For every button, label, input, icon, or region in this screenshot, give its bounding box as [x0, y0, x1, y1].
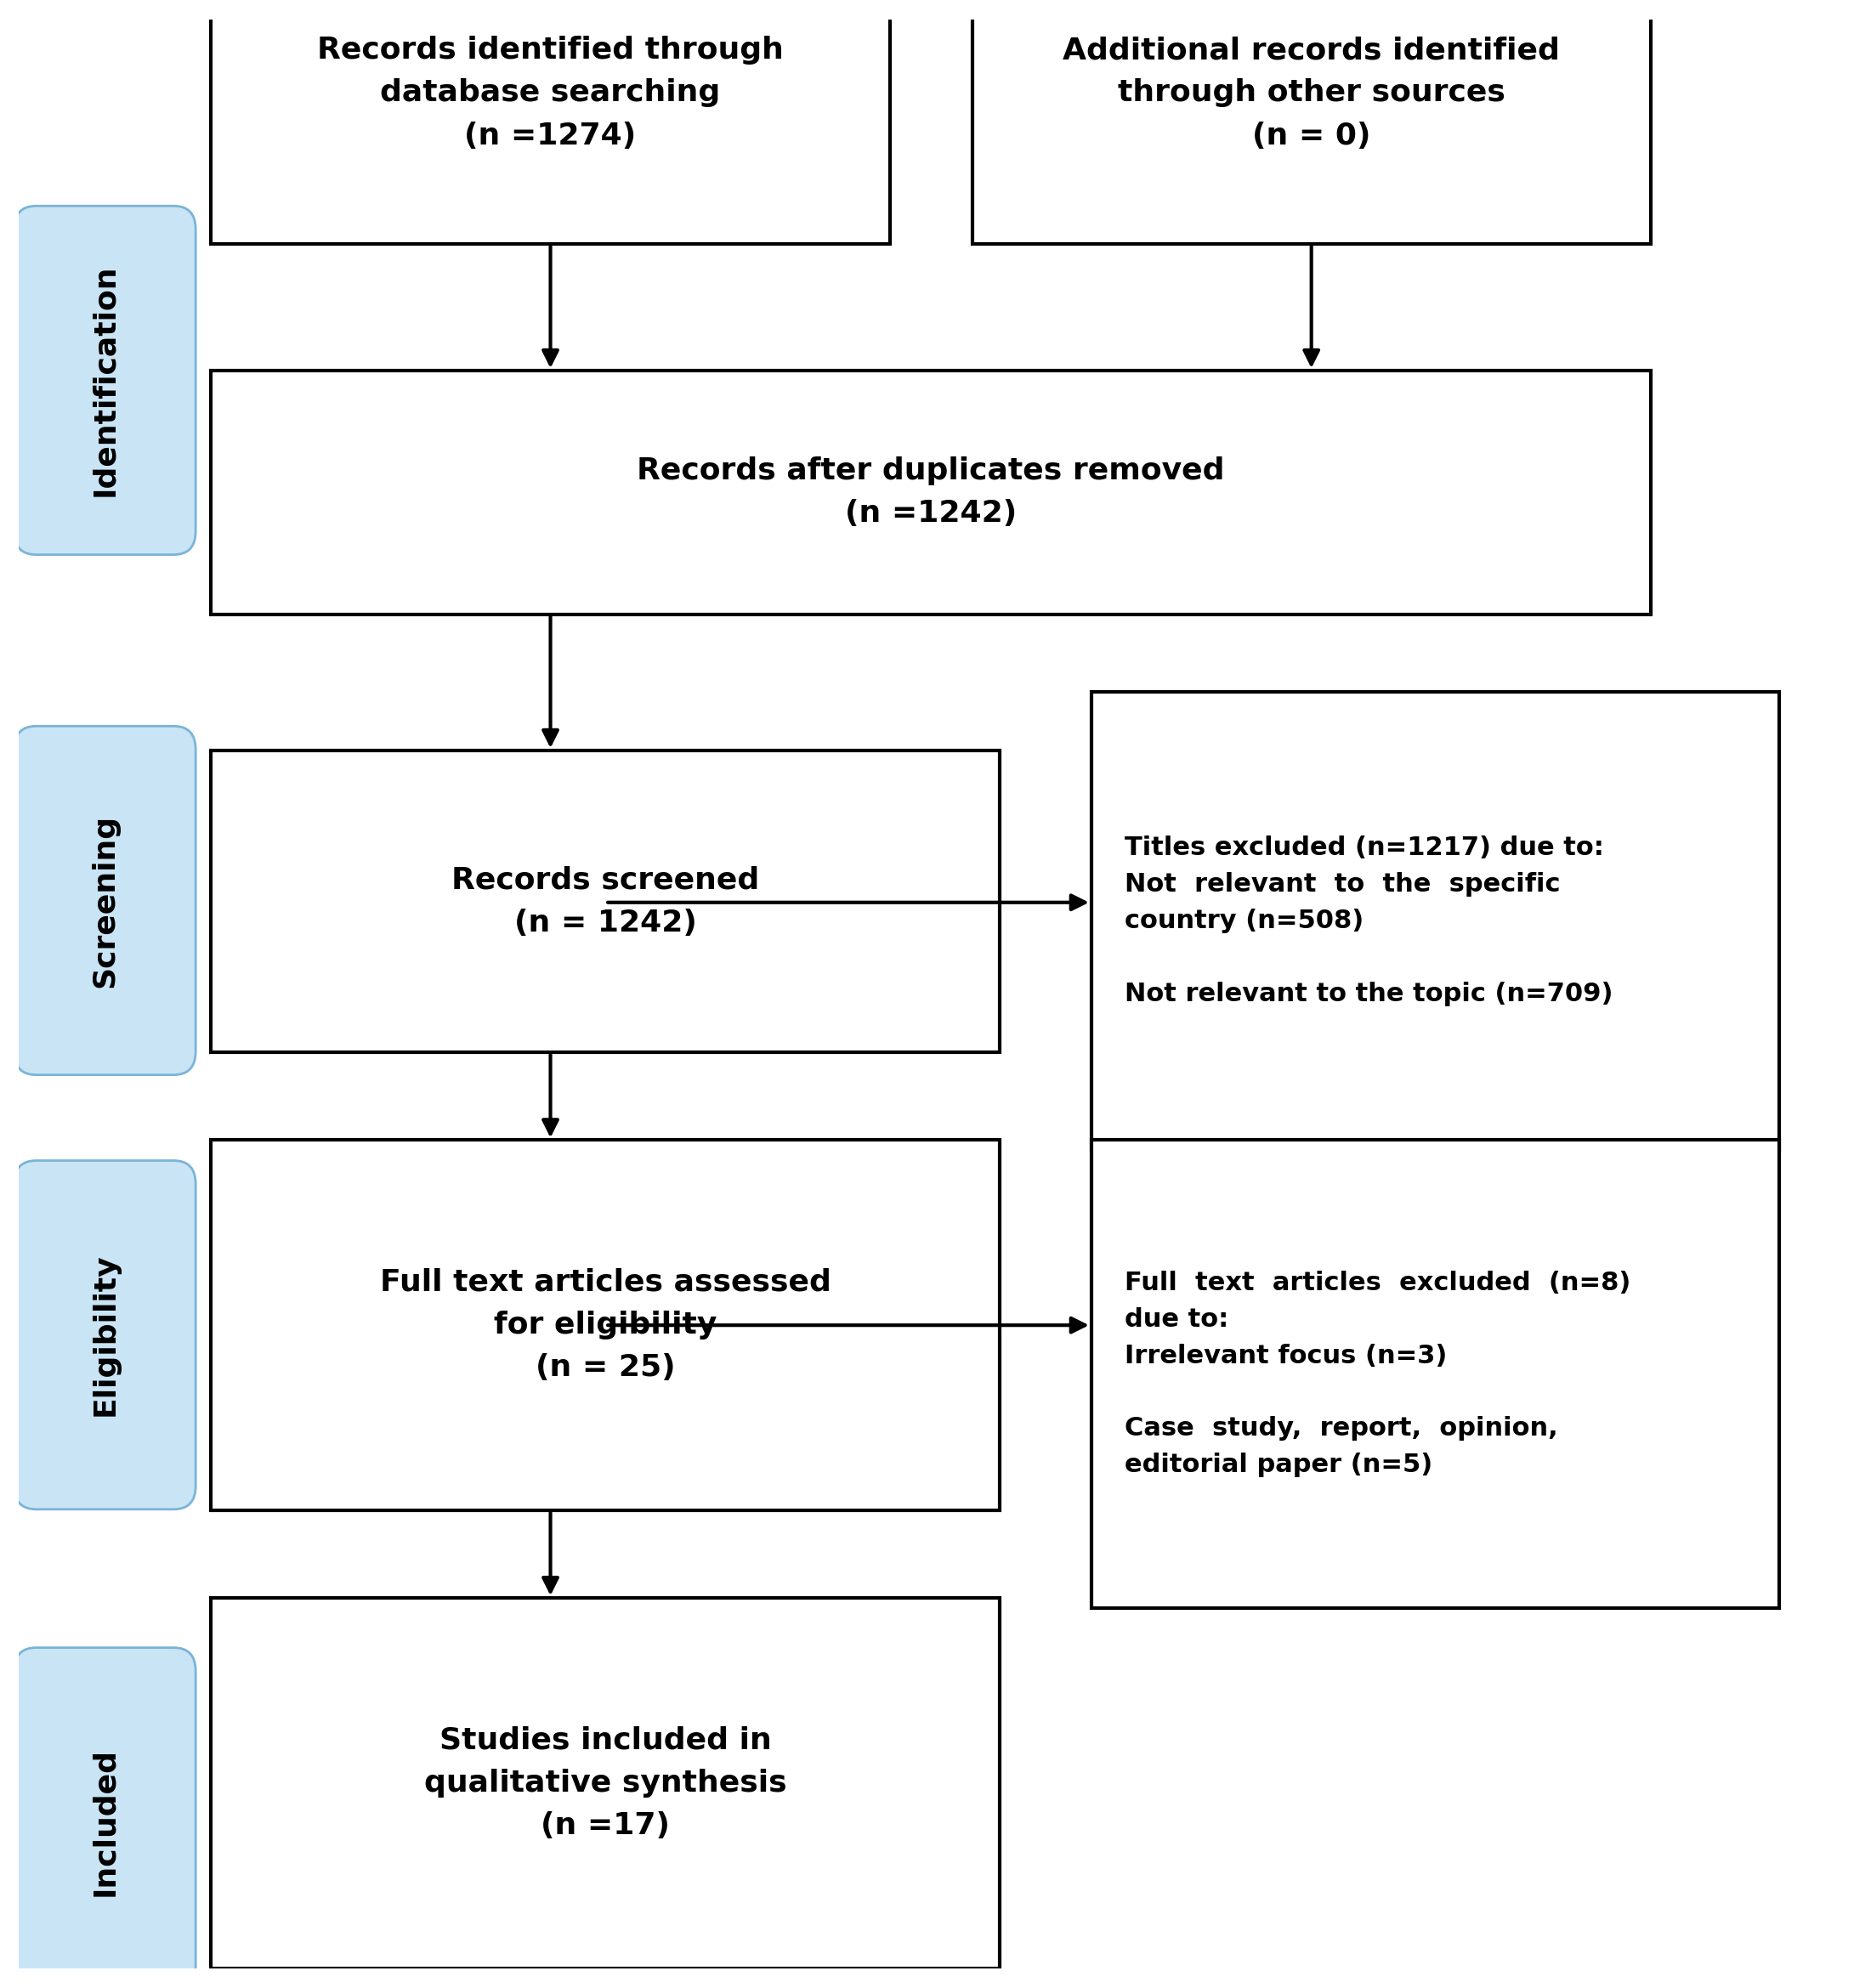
Text: Included: Included — [90, 1747, 120, 1897]
Bar — [211, 749, 999, 1052]
Bar — [211, 1141, 999, 1511]
FancyBboxPatch shape — [15, 1161, 196, 1509]
FancyBboxPatch shape — [15, 207, 196, 555]
Text: Records screened
(n = 1242): Records screened (n = 1242) — [451, 865, 760, 936]
Text: Records identified through
database searching
(n =1274): Records identified through database sear… — [318, 36, 784, 149]
Bar — [1091, 692, 1779, 1149]
Text: Titles excluded (n=1217) due to:
Not  relevant  to  the  specific
country (n=508: Titles excluded (n=1217) due to: Not rel… — [1124, 835, 1613, 1006]
Text: Studies included in
qualitative synthesis
(n =17): Studies included in qualitative synthesi… — [425, 1726, 788, 1841]
Bar — [211, 370, 1650, 614]
Text: Eligibility: Eligibility — [90, 1254, 120, 1415]
Text: Records after duplicates removed
(n =1242): Records after duplicates removed (n =124… — [636, 457, 1226, 529]
Bar — [1091, 1139, 1779, 1608]
Text: Screening: Screening — [90, 813, 120, 988]
Text: Additional records identified
through other sources
(n = 0): Additional records identified through ot… — [1063, 36, 1560, 149]
Bar — [211, 0, 889, 245]
FancyBboxPatch shape — [15, 726, 196, 1076]
Bar — [973, 0, 1650, 245]
Bar — [211, 1598, 999, 1968]
Text: Identification: Identification — [90, 264, 120, 497]
FancyBboxPatch shape — [15, 1648, 196, 1988]
Text: Full text articles assessed
for eligibility
(n = 25): Full text articles assessed for eligibil… — [380, 1268, 831, 1382]
Text: Full  text  articles  excluded  (n=8)
due to:
Irrelevant focus (n=3)

Case  stud: Full text articles excluded (n=8) due to… — [1124, 1270, 1630, 1477]
